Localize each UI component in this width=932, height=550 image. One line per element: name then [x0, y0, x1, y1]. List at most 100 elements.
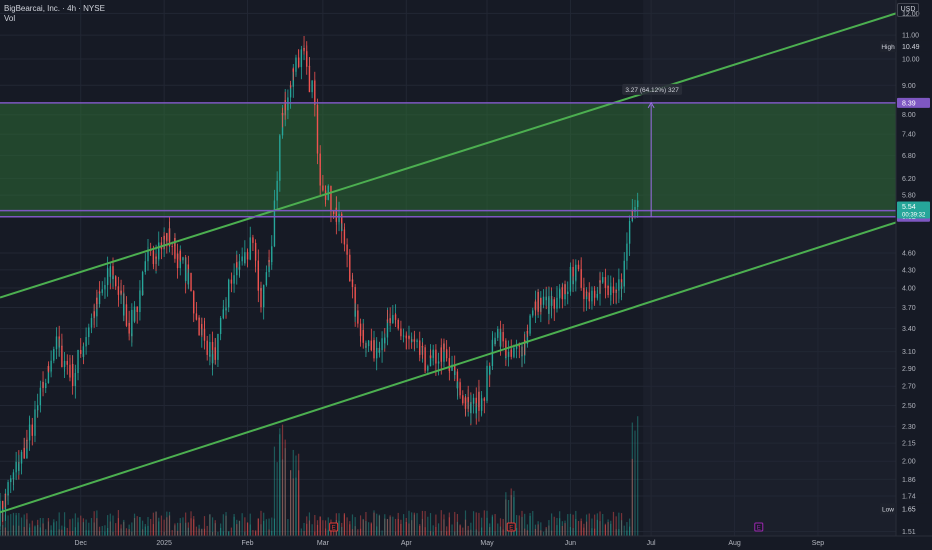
volume-bar [397, 512, 399, 536]
volume-bar [516, 515, 518, 536]
candle-body [486, 365, 488, 378]
volume-bar [365, 511, 367, 536]
volume-bar [594, 514, 596, 536]
candle-body [300, 49, 303, 68]
chart-header: BigBearcai, Inc. · 4h · NYSE Vol [4, 4, 105, 24]
volume-bar [193, 519, 195, 536]
volume-bar [276, 462, 278, 536]
volume-bar [142, 529, 144, 536]
candle-body [612, 286, 615, 293]
volume-bar [120, 524, 122, 536]
volume-bar [513, 497, 515, 536]
candle-body [166, 233, 168, 242]
candle-body [451, 364, 453, 371]
volume-bar [93, 522, 95, 536]
candle-body [319, 167, 321, 186]
candle-body [18, 463, 20, 471]
volume-bar [532, 510, 534, 536]
volume-bar [346, 517, 348, 536]
volume-bar [478, 512, 480, 536]
volume-bar [142, 520, 144, 536]
volume-bar [491, 514, 493, 536]
volume-bar [209, 514, 211, 536]
candle-body [338, 213, 340, 222]
volume-label[interactable]: Vol [4, 14, 16, 23]
volume-bar [314, 531, 316, 536]
candle-body [351, 279, 354, 288]
volume-bar [381, 530, 383, 536]
candle-body [489, 366, 491, 375]
volume-bar [542, 531, 545, 536]
currency-button[interactable]: USD [897, 3, 919, 17]
candle-body [324, 194, 327, 200]
candle-body [297, 60, 300, 68]
volume-bar [203, 516, 206, 536]
candle-body [74, 373, 77, 378]
volume-bar [446, 526, 448, 536]
candle-body [532, 310, 534, 316]
candle-body [378, 350, 381, 353]
volume-bar [63, 512, 66, 536]
volume-bar [238, 520, 241, 536]
volume-bar [583, 527, 585, 536]
volume-bar [424, 511, 426, 536]
candle-body [98, 291, 101, 305]
earnings-marker[interactable]: E [754, 522, 764, 532]
volume-bar [384, 514, 386, 536]
volume-bar [163, 519, 165, 536]
candle-body [139, 290, 141, 300]
volume-bar [238, 520, 241, 536]
volume-bar [268, 529, 270, 536]
volume-bar [107, 528, 109, 536]
volume-bar [373, 512, 375, 536]
volume-bar [620, 513, 623, 536]
volume-bar [279, 428, 281, 536]
candle-body [193, 306, 195, 314]
channel-lower-line [0, 221, 897, 514]
symbol-title[interactable]: BigBearcai, Inc. · 4h · NYSE [4, 4, 105, 13]
volume-bar [144, 526, 146, 536]
candle-body [85, 337, 87, 344]
volume-bar [233, 516, 235, 536]
volume-bar [31, 520, 33, 536]
candle-body [228, 279, 230, 290]
candle-body [583, 292, 585, 300]
volume-bar [394, 518, 397, 536]
time-tick-label: May [480, 540, 494, 547]
candle-body [341, 229, 343, 231]
candle-body [273, 234, 276, 247]
candle-body [384, 337, 386, 344]
volume-bar [534, 528, 537, 536]
candle-body [381, 338, 383, 351]
candle-body [572, 266, 574, 285]
volume-bar [327, 517, 329, 536]
candle-body [462, 395, 464, 404]
volume-bar [497, 523, 499, 536]
volume-bar [185, 512, 187, 536]
volume-bar [47, 518, 50, 536]
volume-bar [448, 517, 450, 536]
volume-bar [55, 521, 58, 536]
volume-bar [206, 525, 208, 536]
candle-body [268, 260, 270, 263]
volume-bar [225, 515, 227, 536]
candle-body [454, 371, 456, 375]
earnings-marker[interactable]: E [329, 522, 339, 532]
volume-bar [612, 511, 615, 536]
volume-bar [190, 511, 192, 536]
low-marker: Low 1.65 [880, 503, 931, 515]
volume-bar [69, 531, 71, 536]
volume-bar [583, 523, 585, 536]
volume-bar [289, 470, 292, 536]
price-axis: 12.00 11.00 10.00 9.00 8.00 7.40 6.80 6.20 5.80 4… [895, 0, 932, 550]
time-tick-label: Aug [728, 540, 741, 547]
candle-body [526, 330, 529, 334]
candle-body [419, 354, 421, 355]
price-tick-label: 2.15 [902, 441, 916, 448]
volume-bar [220, 523, 222, 536]
earnings-marker[interactable]: E [506, 522, 516, 532]
volume-bar [58, 512, 60, 536]
volume-bar [198, 528, 200, 536]
volume-bar [271, 517, 273, 536]
